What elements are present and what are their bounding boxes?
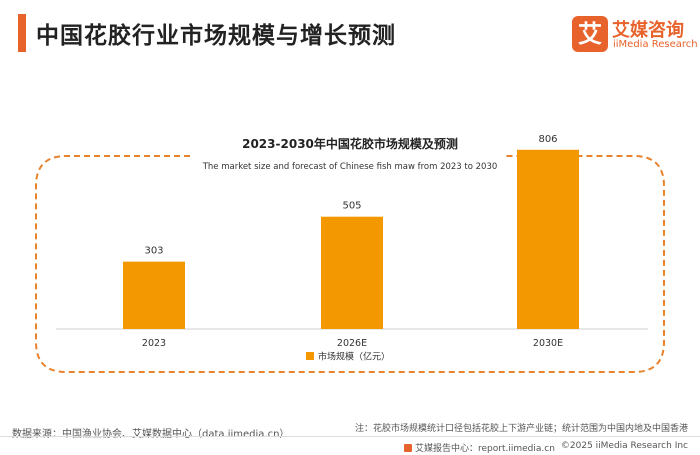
bar-2026E	[321, 216, 383, 329]
chart-frame	[35, 155, 665, 373]
logo-mark-icon: 艾	[572, 16, 608, 52]
footer-report-center: 艾媒报告中心：report.iimedia.cn	[404, 441, 555, 454]
report-icon	[404, 444, 412, 452]
bar-chart: 2023-2030年中国花胶市场规模及预测 The market size an…	[35, 134, 665, 373]
legend-swatch	[306, 352, 314, 360]
footer-copyright: ©2025 iiMedia Research Inc	[560, 441, 688, 451]
footer-source: 数据来源：中国渔业协会、艾媒数据中心（data.iimedia.cn）	[12, 429, 290, 440]
brand-logo: 艾 艾媒咨询 iiMedia Research	[572, 14, 698, 54]
logo-cn-text: 艾媒咨询	[612, 20, 684, 41]
data-label-2030E: 806	[538, 134, 557, 145]
footer-note: 注：花胶市场规模统计口径包括花胶上下游产业链；统计范围为中国内地及中国香港	[354, 424, 688, 434]
legend: 市场规模（亿元）	[306, 351, 390, 363]
bars-group: 303 2023 505 2026E 806 2030E	[123, 134, 579, 349]
chart-subtitle: The market size and forecast of Chinese …	[202, 162, 498, 172]
logo-en-text: iiMedia Research	[613, 39, 698, 50]
x-tick-label-2026E: 2026E	[337, 338, 367, 349]
bar-2023	[123, 261, 185, 329]
data-label-2023: 303	[144, 246, 163, 257]
chart-title: 2023-2030年中国花胶市场规模及预测	[242, 136, 458, 151]
legend-label: 市场规模（亿元）	[318, 351, 390, 363]
page-title: 中国花胶行业市场规模与增长预测	[36, 23, 396, 49]
footer-report-text: 艾媒报告中心：report.iimedia.cn	[415, 444, 555, 454]
x-tick-label-2023: 2023	[142, 338, 166, 349]
data-label-2026E: 505	[342, 201, 361, 212]
footer-divider	[0, 436, 700, 437]
title-accent-bar	[18, 14, 26, 52]
bar-2030E	[517, 149, 579, 329]
x-tick-label-2030E: 2030E	[533, 338, 563, 349]
